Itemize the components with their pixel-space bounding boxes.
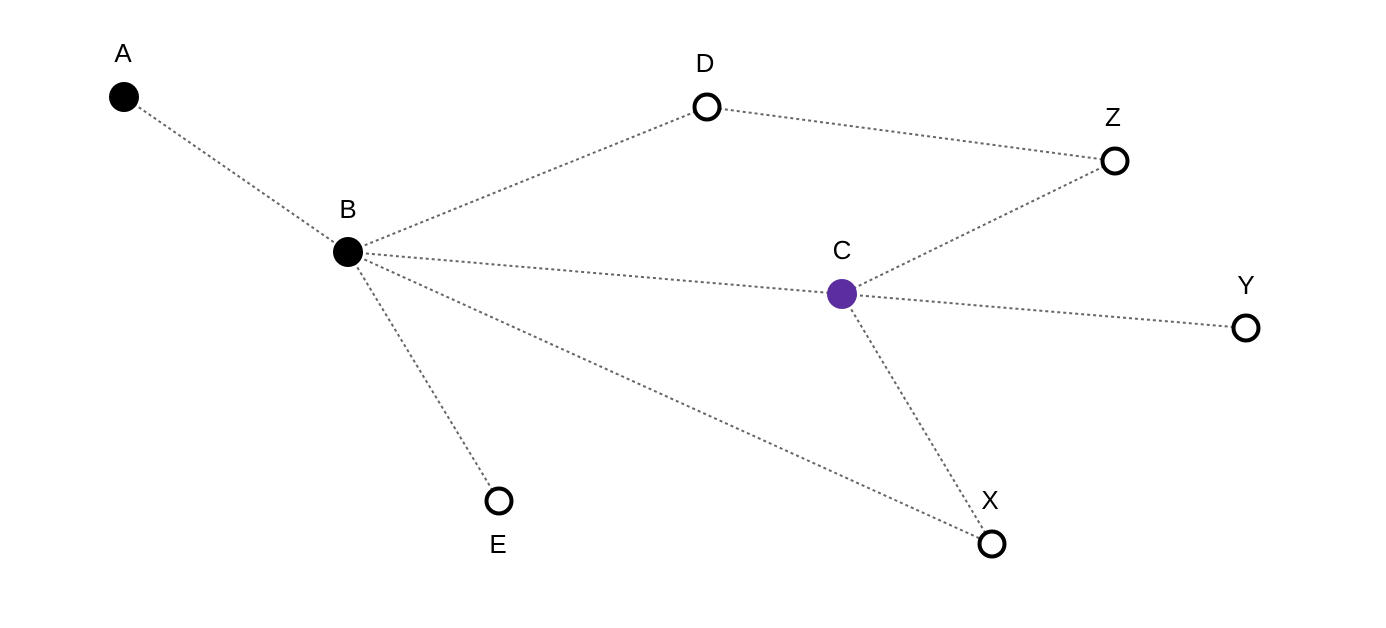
node-y-marker (1231, 313, 1261, 343)
edge-c-x (841, 293, 993, 545)
node-d-label: D (696, 48, 715, 78)
node-x-marker (977, 529, 1007, 559)
node-y-label: Y (1237, 270, 1254, 300)
node-a[interactable]: A (109, 38, 139, 112)
edge-b-c (347, 251, 843, 295)
node-b-marker (333, 237, 363, 267)
node-b[interactable]: B (333, 194, 363, 267)
node-x[interactable]: X (977, 485, 1007, 559)
node-a-marker (109, 82, 139, 112)
node-x-label: X (981, 485, 998, 515)
edge-z-c (841, 160, 1116, 295)
edge-a-b (123, 96, 349, 253)
node-y[interactable]: Y (1231, 270, 1261, 343)
edge-b-e (347, 251, 500, 502)
node-c[interactable]: C (827, 235, 857, 309)
node-d-marker (692, 92, 722, 122)
node-b-label: B (339, 194, 356, 224)
node-e-label: E (489, 529, 506, 559)
edge-b-d (347, 106, 708, 253)
node-a-label: A (114, 38, 132, 68)
node-e-marker (484, 486, 514, 516)
node-z[interactable]: Z (1100, 102, 1130, 176)
node-z-label: Z (1105, 102, 1121, 132)
node-d[interactable]: D (692, 48, 722, 122)
node-c-marker (827, 279, 857, 309)
node-z-marker (1100, 146, 1130, 176)
edge-b-x (347, 251, 993, 545)
edge-d-z (706, 106, 1116, 162)
node-e[interactable]: E (484, 486, 514, 560)
edge-c-y (841, 293, 1247, 329)
node-c-label: C (833, 235, 852, 265)
